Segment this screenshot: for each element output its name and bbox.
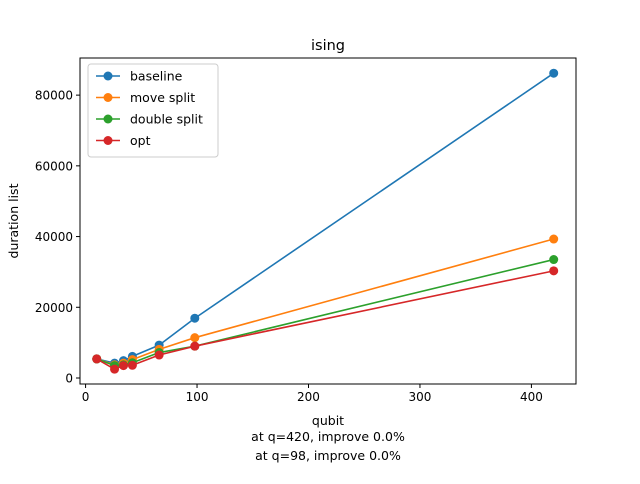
- data-point-opt: [190, 341, 200, 351]
- y-tick-label-60000: 60000: [35, 159, 73, 173]
- legend-label-baseline: baseline: [130, 69, 183, 84]
- data-point-move-split: [190, 333, 200, 343]
- y-tick-label-80000: 80000: [35, 89, 73, 103]
- x-tick-label-400: 400: [520, 390, 543, 404]
- data-point-opt: [110, 364, 120, 374]
- data-point-opt: [92, 354, 102, 364]
- chart-title: ising: [311, 38, 345, 54]
- x-tick-label-200: 200: [297, 390, 320, 404]
- legend-label-move-split: move split: [130, 90, 195, 105]
- y-axis-label: duration list: [6, 183, 21, 258]
- legend: baseline move split double split opt: [87, 63, 219, 158]
- data-point-double-split: [549, 255, 559, 265]
- legend-box: [87, 63, 219, 158]
- annotation-improve-q98: at q=98, improve 0.0%: [255, 448, 401, 463]
- data-point-baseline: [549, 68, 559, 78]
- data-point-opt: [127, 360, 137, 370]
- data-point-opt: [549, 266, 559, 276]
- x-tick-label-0: 0: [82, 390, 90, 404]
- y-tick-label-20000: 20000: [35, 301, 73, 315]
- legend-marker-move-split: [103, 93, 113, 102]
- legend-marker-baseline: [103, 71, 113, 81]
- x-tick-label-100: 100: [186, 390, 209, 404]
- legend-marker-double-split: [103, 114, 113, 124]
- data-point-opt: [154, 350, 164, 360]
- legend-marker-opt: [103, 136, 113, 145]
- y-tick-label-0: 0: [65, 371, 73, 385]
- x-axis-label: qubit: [312, 413, 344, 428]
- axes-frame: [79, 57, 577, 385]
- legend-label-double-split: double split: [130, 112, 203, 127]
- plot-area: 0 100 200 300 400 0 20000 40000 60000 80000: [35, 57, 577, 404]
- legend-label-opt: opt: [130, 133, 151, 148]
- data-point-baseline: [190, 313, 200, 323]
- data-point-move-split: [549, 234, 559, 244]
- data-point-opt: [118, 361, 128, 371]
- annotation-improve-q420: at q=420, improve 0.0%: [251, 429, 405, 444]
- x-tick-label-300: 300: [409, 390, 432, 404]
- y-tick-label-40000: 40000: [35, 230, 73, 244]
